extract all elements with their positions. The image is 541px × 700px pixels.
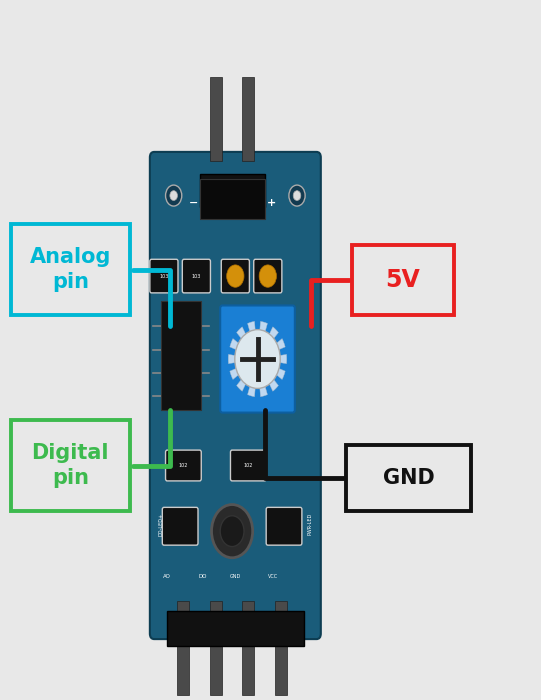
Wedge shape <box>236 359 258 391</box>
Wedge shape <box>258 327 279 359</box>
Wedge shape <box>258 321 267 359</box>
Bar <box>242 77 254 161</box>
FancyBboxPatch shape <box>162 508 198 545</box>
Wedge shape <box>258 354 287 363</box>
Text: −: − <box>188 197 198 208</box>
Circle shape <box>227 265 244 287</box>
Bar <box>275 601 287 695</box>
Wedge shape <box>248 321 258 359</box>
Text: 102: 102 <box>243 463 253 468</box>
Wedge shape <box>258 359 267 397</box>
FancyBboxPatch shape <box>150 152 321 639</box>
Wedge shape <box>230 359 258 379</box>
Text: 5V: 5V <box>386 268 420 292</box>
Bar <box>167 611 304 646</box>
FancyBboxPatch shape <box>182 259 210 293</box>
Circle shape <box>259 265 276 287</box>
Text: GND: GND <box>230 574 241 579</box>
Bar <box>11 420 130 511</box>
Wedge shape <box>228 354 258 363</box>
Bar <box>177 601 189 695</box>
Wedge shape <box>258 359 279 391</box>
Text: Digital
pin: Digital pin <box>31 443 109 488</box>
Text: 103: 103 <box>192 274 201 279</box>
FancyBboxPatch shape <box>150 259 178 293</box>
Bar <box>200 174 265 207</box>
Text: GND: GND <box>382 468 434 488</box>
Text: 103: 103 <box>159 274 169 279</box>
Bar <box>346 444 471 511</box>
Text: VCC: VCC <box>268 574 278 579</box>
FancyBboxPatch shape <box>220 305 295 412</box>
Bar <box>200 178 265 219</box>
Wedge shape <box>258 359 285 379</box>
Circle shape <box>212 505 253 558</box>
FancyBboxPatch shape <box>230 450 266 481</box>
FancyBboxPatch shape <box>254 259 282 293</box>
Bar <box>242 601 254 695</box>
Text: 102: 102 <box>179 463 188 468</box>
Text: Analog
pin: Analog pin <box>30 247 111 292</box>
Bar <box>352 245 454 315</box>
Bar <box>161 301 201 410</box>
Text: PWR-LED: PWR-LED <box>307 513 313 535</box>
Bar <box>11 224 130 315</box>
Circle shape <box>170 190 177 200</box>
Text: DO: DO <box>199 574 207 579</box>
Wedge shape <box>230 339 258 359</box>
Wedge shape <box>236 327 258 359</box>
Circle shape <box>235 330 280 389</box>
Text: DO-LED+: DO-LED+ <box>158 512 163 536</box>
Wedge shape <box>248 359 258 397</box>
Circle shape <box>289 185 305 206</box>
FancyBboxPatch shape <box>266 508 302 545</box>
Bar <box>210 601 222 695</box>
FancyBboxPatch shape <box>221 259 249 293</box>
FancyBboxPatch shape <box>166 450 201 481</box>
Circle shape <box>220 516 244 547</box>
Wedge shape <box>258 339 285 359</box>
Text: AO: AO <box>163 574 171 579</box>
Circle shape <box>293 190 301 200</box>
Bar <box>210 77 222 161</box>
Circle shape <box>166 185 182 206</box>
Text: +: + <box>266 197 276 208</box>
